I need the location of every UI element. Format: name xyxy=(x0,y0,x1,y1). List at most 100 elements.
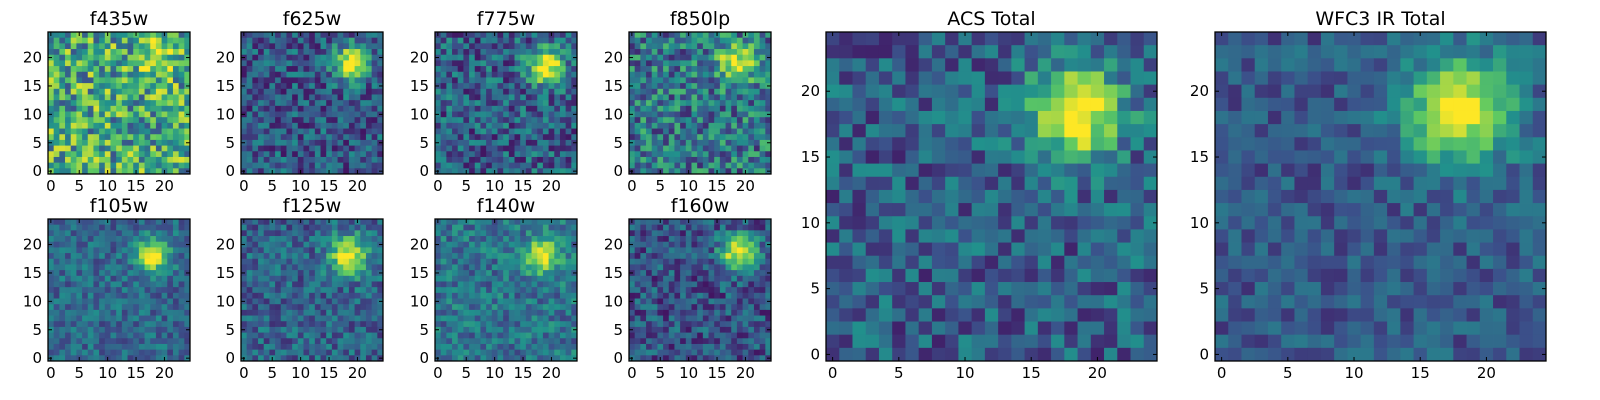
heatmap-cell xyxy=(161,83,168,90)
heatmap-cell xyxy=(337,100,344,107)
heatmap-cell xyxy=(178,315,185,322)
heatmap-cell xyxy=(172,37,180,44)
heatmap-cell xyxy=(76,338,83,345)
heatmap-cell xyxy=(258,49,265,56)
heatmap-cell xyxy=(657,49,664,56)
heatmap-cell xyxy=(303,156,310,164)
heatmap-cell xyxy=(514,275,521,282)
heatmap-cell xyxy=(651,139,658,146)
heatmap-cell xyxy=(714,253,721,260)
heatmap-cell xyxy=(314,349,321,356)
heatmap-cell xyxy=(269,151,276,158)
heatmap-cell xyxy=(53,275,60,282)
heatmap-cell xyxy=(452,94,459,101)
heatmap-cell xyxy=(646,32,653,39)
heatmap-cell xyxy=(371,49,378,56)
heatmap-cell xyxy=(497,139,504,146)
heatmap-cell xyxy=(269,236,276,243)
heatmap-cell xyxy=(172,219,180,226)
heatmap-cell xyxy=(554,247,561,254)
heatmap-cell xyxy=(65,134,72,141)
heatmap-cell xyxy=(286,224,293,231)
heatmap-cell xyxy=(491,162,498,169)
heatmap-cell xyxy=(65,156,72,164)
heatmap-cell xyxy=(178,275,185,282)
heatmap-cell xyxy=(371,355,378,362)
heatmap-cell xyxy=(337,71,344,78)
heatmap-cell xyxy=(360,71,367,78)
heatmap-cell xyxy=(452,264,459,271)
heatmap-cell xyxy=(70,145,77,152)
heatmap-cell xyxy=(486,32,493,39)
heatmap-cell xyxy=(172,343,180,351)
x-tick-label: 0 xyxy=(433,364,443,382)
heatmap-cell xyxy=(331,66,338,73)
heatmap-cell xyxy=(320,241,327,248)
heatmap-cell xyxy=(53,298,60,305)
heatmap-cell xyxy=(640,219,647,226)
heatmap-cell xyxy=(377,264,384,271)
heatmap-cell xyxy=(110,83,117,90)
heatmap-cell xyxy=(668,111,675,118)
heatmap-cell xyxy=(565,258,572,265)
heatmap-cell xyxy=(531,230,538,237)
heatmap-cell xyxy=(668,66,675,73)
heatmap-cell xyxy=(503,105,510,112)
heatmap-cell xyxy=(167,77,174,84)
heatmap-cell xyxy=(497,332,504,339)
heatmap-cell xyxy=(503,54,510,61)
heatmap-cell xyxy=(765,77,772,84)
heatmap-cell xyxy=(742,258,749,265)
heatmap-cell xyxy=(697,281,704,288)
heatmap-cell xyxy=(480,54,487,61)
heatmap-cell xyxy=(178,77,185,84)
heatmap-cells xyxy=(435,219,578,362)
heatmap-cell xyxy=(668,258,675,265)
heatmap-cell xyxy=(144,66,151,73)
heatmap-cell xyxy=(178,94,185,101)
heatmap-cell xyxy=(258,270,265,277)
heatmap-cell xyxy=(246,111,253,118)
heatmap-cell xyxy=(53,88,60,95)
y-tick-label: 15 xyxy=(410,77,429,95)
heatmap-cell xyxy=(82,270,89,277)
heatmap-cell xyxy=(138,298,145,305)
heatmap-cell xyxy=(110,105,117,112)
heatmap-cell xyxy=(708,54,715,61)
heatmap-cell xyxy=(537,292,544,299)
heatmap-cell xyxy=(292,88,299,95)
heatmap-cell xyxy=(161,275,168,282)
heatmap-cell xyxy=(377,71,384,78)
heatmap-cell xyxy=(127,83,134,90)
heatmap-cell xyxy=(314,122,321,129)
heatmap-cell xyxy=(486,134,493,141)
heatmap-cell xyxy=(469,298,476,305)
heatmap-cell xyxy=(514,281,521,288)
heatmap-cell xyxy=(371,258,378,265)
heatmap-cell xyxy=(548,71,555,78)
heatmap-cell xyxy=(138,66,145,73)
heatmap-cell xyxy=(269,258,276,265)
heatmap-cell xyxy=(446,338,453,345)
heatmap-cell xyxy=(520,145,527,152)
heatmap-cell xyxy=(691,111,698,118)
heatmap-cell xyxy=(714,117,721,124)
heatmap-cell xyxy=(759,94,766,101)
heatmap-cell xyxy=(59,105,66,112)
heatmap-cell xyxy=(480,287,487,294)
heatmap-cell xyxy=(435,49,442,56)
heatmap-cell xyxy=(337,162,344,169)
heatmap-cell xyxy=(435,128,442,135)
heatmap-cell xyxy=(469,43,476,50)
heatmap-cell xyxy=(326,83,333,90)
heatmap-cell xyxy=(474,315,481,322)
heatmap-cell xyxy=(178,60,185,67)
heatmap-cell xyxy=(360,83,367,90)
heatmap-cell xyxy=(127,287,134,294)
heatmap-cell xyxy=(314,258,321,265)
heatmap-cell xyxy=(263,304,270,311)
heatmap-cell xyxy=(646,151,653,158)
heatmap-cell xyxy=(263,321,270,328)
heatmap-cell xyxy=(452,241,459,248)
